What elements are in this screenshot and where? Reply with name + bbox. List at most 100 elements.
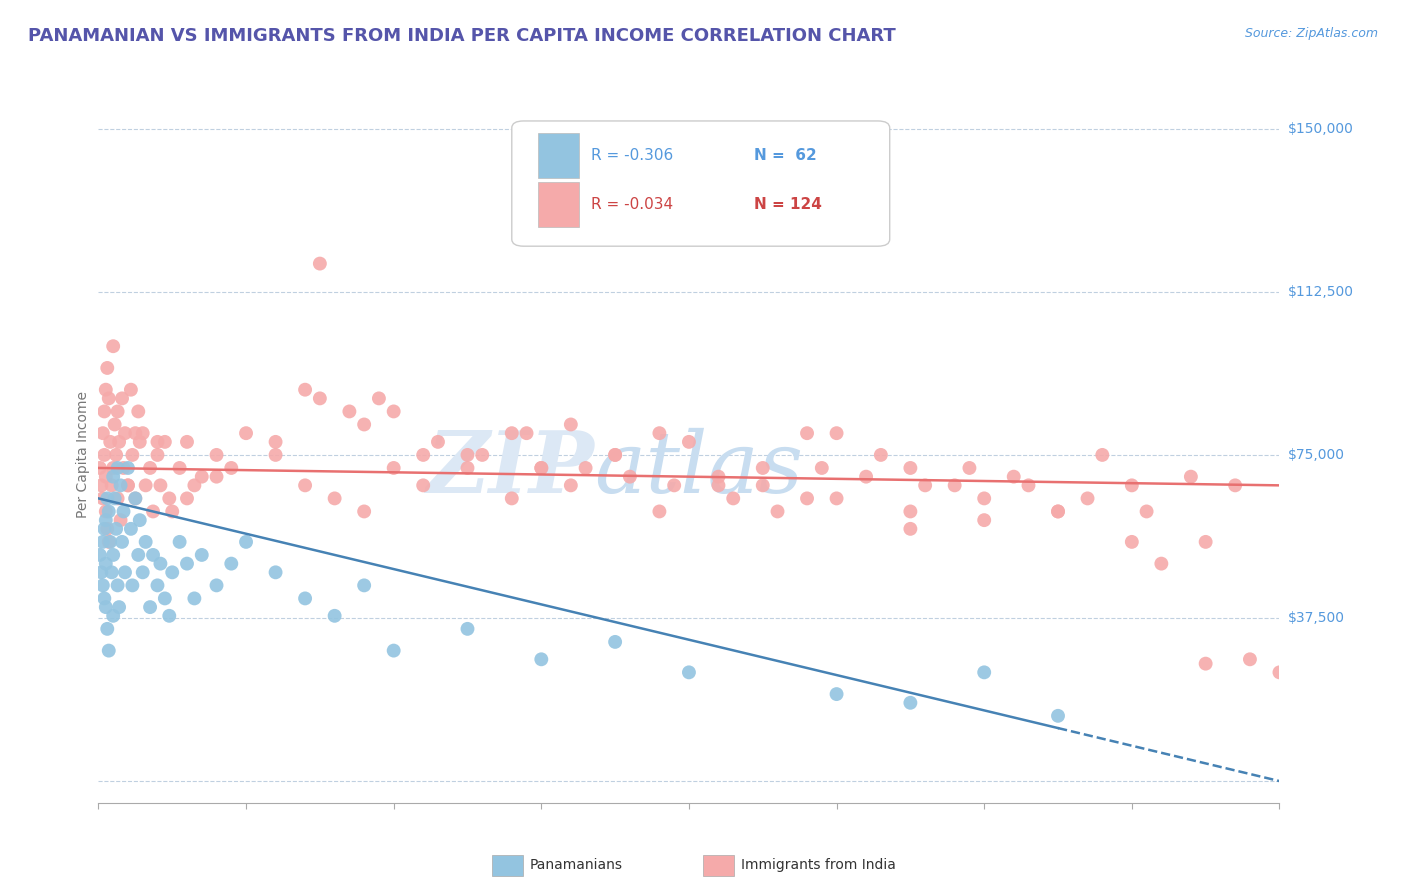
FancyBboxPatch shape xyxy=(512,121,890,246)
Point xyxy=(427,434,450,449)
Point xyxy=(353,578,375,592)
Point xyxy=(766,504,789,518)
Point xyxy=(112,461,135,475)
Point xyxy=(183,591,205,606)
Point xyxy=(139,461,162,475)
Point xyxy=(107,578,129,592)
Point xyxy=(110,478,132,492)
Point xyxy=(721,491,744,506)
Point xyxy=(124,491,146,506)
Point xyxy=(89,461,111,475)
Point xyxy=(796,426,818,441)
Point xyxy=(104,417,127,432)
Text: N = 124: N = 124 xyxy=(754,197,821,212)
Point xyxy=(124,491,146,506)
Point xyxy=(93,448,115,462)
Point xyxy=(112,504,135,518)
Text: atlas: atlas xyxy=(595,427,804,510)
Point xyxy=(825,687,848,701)
Point xyxy=(100,566,122,580)
Point xyxy=(900,461,922,475)
Point xyxy=(93,404,115,418)
Point xyxy=(128,513,150,527)
Point xyxy=(97,504,120,518)
Point xyxy=(678,434,700,449)
Point xyxy=(707,478,730,492)
Point xyxy=(235,534,257,549)
Point xyxy=(1121,534,1143,549)
Point xyxy=(560,478,582,492)
Point xyxy=(94,557,117,571)
Point xyxy=(605,635,627,649)
Point xyxy=(1135,504,1157,518)
Point xyxy=(294,383,316,397)
Point xyxy=(707,469,730,483)
Point xyxy=(205,469,228,483)
Point xyxy=(751,461,773,475)
Point xyxy=(368,392,391,406)
Point xyxy=(900,504,922,518)
Point xyxy=(91,426,114,441)
Point xyxy=(530,461,553,475)
Point xyxy=(412,478,434,492)
Point xyxy=(219,461,242,475)
Point xyxy=(94,383,117,397)
Point xyxy=(855,469,877,483)
Point xyxy=(96,622,118,636)
Point xyxy=(97,534,120,549)
Point xyxy=(456,448,478,462)
Point xyxy=(1195,534,1218,549)
Point xyxy=(530,461,553,475)
Text: Immigrants from India: Immigrants from India xyxy=(741,858,896,872)
Text: Panamanians: Panamanians xyxy=(530,858,623,872)
Point xyxy=(1239,652,1261,666)
Point xyxy=(107,461,129,475)
Point xyxy=(96,361,118,376)
Point xyxy=(94,504,117,518)
Point xyxy=(94,513,117,527)
Point xyxy=(309,257,332,271)
Point xyxy=(1223,478,1246,492)
Point xyxy=(560,417,582,432)
Point xyxy=(114,566,136,580)
Point xyxy=(139,600,162,615)
Point xyxy=(103,608,125,623)
Point xyxy=(120,522,142,536)
Point xyxy=(108,600,131,615)
Point xyxy=(135,478,157,492)
Point xyxy=(96,491,118,506)
Point xyxy=(107,491,129,506)
Point xyxy=(869,448,891,462)
Point xyxy=(294,478,316,492)
Point xyxy=(353,504,375,518)
Point xyxy=(89,548,111,562)
Point xyxy=(146,578,169,592)
Point xyxy=(191,548,214,562)
Point xyxy=(90,566,112,580)
Point xyxy=(114,426,136,441)
Point xyxy=(900,522,922,536)
Point xyxy=(574,461,596,475)
Point xyxy=(751,478,773,492)
Point xyxy=(97,392,120,406)
Point xyxy=(1268,665,1291,680)
Point xyxy=(943,478,966,492)
Point xyxy=(914,478,936,492)
Point xyxy=(323,608,346,623)
Point xyxy=(1121,478,1143,492)
Point xyxy=(162,566,183,580)
Point xyxy=(153,434,176,449)
Point xyxy=(90,478,112,492)
Point xyxy=(128,434,150,449)
Point xyxy=(501,491,523,506)
Point xyxy=(121,448,143,462)
Point xyxy=(94,469,117,483)
Point xyxy=(176,491,198,506)
Point xyxy=(205,578,228,592)
Point xyxy=(149,557,172,571)
Point xyxy=(973,513,995,527)
Point xyxy=(142,504,165,518)
Point xyxy=(176,434,198,449)
Point xyxy=(100,478,122,492)
Point xyxy=(1150,557,1173,571)
